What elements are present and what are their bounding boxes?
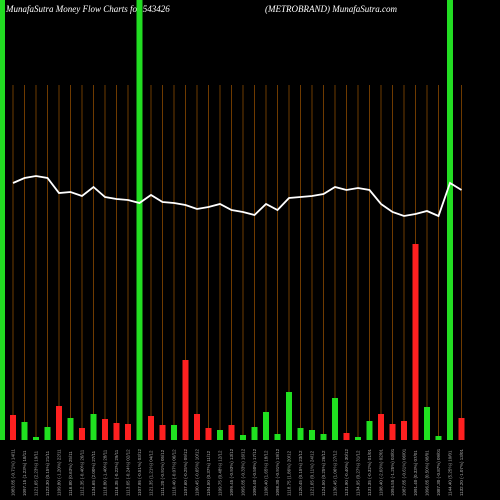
x-tick-label: 1098.30 (-0.91%) 19/12 (275, 448, 280, 496)
x-tick-label: 1090.40 (-0.50%) 17/12 (252, 448, 257, 496)
bar (79, 428, 85, 440)
x-tick-label: 1091.40 (0.33%) 07/01 (413, 450, 418, 496)
x-tick-label: 1111.20 (-0.91%) 05/12 (160, 449, 165, 496)
bar (447, 434, 453, 440)
bar (182, 360, 189, 440)
bar (148, 416, 154, 440)
x-tick-label: 1083.85 (-0.71%) 14/11 (11, 449, 16, 496)
x-tick-label: 1144.40 (5.25%) 10/01 (448, 450, 453, 496)
bar (44, 427, 51, 440)
bar (90, 414, 97, 440)
x-tick-label: 1123.30 (0.15%) 21/11 (45, 450, 50, 496)
bar (67, 418, 74, 440)
bar (366, 421, 373, 440)
x-tick-label: 1134.65 (2.00%) 27/11 (91, 450, 96, 496)
bar (102, 419, 108, 440)
x-tick-label: 1109.80 (-1.20%) 22/11 (57, 449, 62, 496)
bar (251, 427, 258, 440)
x-tick-label: 1104.50 (0.37%) 11/12 (206, 450, 211, 496)
x-tick-label: 1116.35 (-0.22%) 29/11 (114, 449, 119, 496)
x-tick-label: 1100.45 (-0.65%) 10/12 (195, 449, 200, 496)
x-tick-label: 1108.40 (1.65%) 18/12 (264, 450, 269, 496)
bar (194, 414, 200, 440)
x-tick-label: 1107.60 (-0.25%) 09/12 (183, 449, 188, 496)
x-tick-label: 1087.85 (-0.61%) 06/01 (402, 448, 407, 496)
bar (136, 436, 143, 440)
bar (10, 415, 16, 440)
x-tick-label: 1107.95 (-0.51%) 03/12 (137, 449, 142, 496)
x-tick-label: 1120.45 (0.15%) 23/12 (298, 450, 303, 496)
bar (274, 434, 281, 440)
x-tick-label: 1094.55 (-1.25%) 03/01 (390, 448, 395, 496)
bar (217, 430, 223, 440)
bar (424, 407, 430, 440)
highlight (136, 0, 143, 440)
x-tick-label: 1096.85 (0.50%) 08/01 (425, 450, 430, 496)
bar (435, 436, 442, 440)
x-tick-label: 1121.65 (0.11%) 24/12 (310, 450, 315, 496)
bar (378, 414, 384, 440)
bar (56, 406, 62, 440)
x-tick-label: 1118.80 (-1.40%) 28/11 (103, 449, 108, 496)
bar (401, 421, 407, 440)
edge-highlight (0, 0, 5, 440)
x-tick-label: 1132.20 (-1.07%) 13/01 (459, 449, 464, 496)
bar (263, 412, 269, 440)
highlight (447, 0, 453, 440)
x-tick-label: 1108.40 (-2.03%) 02/01 (379, 449, 384, 496)
bar (205, 428, 212, 440)
bar (171, 425, 177, 440)
bar (320, 434, 327, 440)
bar (458, 418, 465, 440)
bar (412, 244, 419, 440)
bar (125, 424, 131, 440)
chart-title: MunafaSutra Money Flow Charts for 543426 (5, 4, 170, 14)
bar (389, 424, 396, 440)
x-tick-label: 1116.80 (0.63%) 25/11 (68, 451, 73, 496)
x-tick-label: 1113.65 (-0.24%) 02/12 (126, 449, 131, 496)
bar (297, 428, 304, 440)
chart-subtitle: (METROBRAND) MunafaSutra.com (265, 4, 397, 14)
x-tick-label: 1109.75 (0.48%) 12/12 (218, 450, 223, 496)
price-line (12, 175, 462, 218)
x-tick-label: 1099.45 (-0.93%) 13/12 (229, 448, 234, 496)
x-tick-label: 1087.30 (-0.87%) 09/01 (436, 448, 441, 496)
bar (343, 433, 350, 440)
bar (309, 430, 315, 440)
x-tick-label: 1095.85 (-0.33%) 16/12 (241, 448, 246, 496)
bar (33, 437, 39, 440)
bar (228, 425, 235, 440)
bar (355, 437, 361, 440)
x-tick-label: 1131.90 (-0.40%) 30/12 (344, 449, 349, 496)
bar (286, 392, 292, 440)
x-tick-label: 1121.35 (1.21%) 04/12 (149, 450, 154, 496)
x-tick-label: 1124.50 (0.25%) 26/12 (321, 450, 326, 496)
bar (21, 422, 28, 440)
bar (113, 423, 120, 440)
x-tick-label: 1136.45 (1.06%) 27/12 (333, 450, 338, 496)
x-tick-label: 1121.65 (2.23%) 19/11 (34, 450, 39, 496)
x-tick-label: 1112.35 (-0.40%) 26/11 (80, 449, 85, 496)
x-tick-label: 1118.75 (1.86%) 20/12 (287, 450, 292, 496)
x-tick-label: 1134.95 (0.27%) 31/12 (356, 450, 361, 496)
bar (332, 398, 338, 440)
bar (159, 425, 166, 440)
x-tick-label: 1131.35 (-0.32%) 01/01 (367, 449, 372, 496)
bar (240, 435, 246, 440)
x-tick-label: 1110.40 (-0.07%) 06/12 (172, 449, 177, 496)
x-tick-label: 1097.15 (1.23%) 18/11 (22, 450, 27, 496)
